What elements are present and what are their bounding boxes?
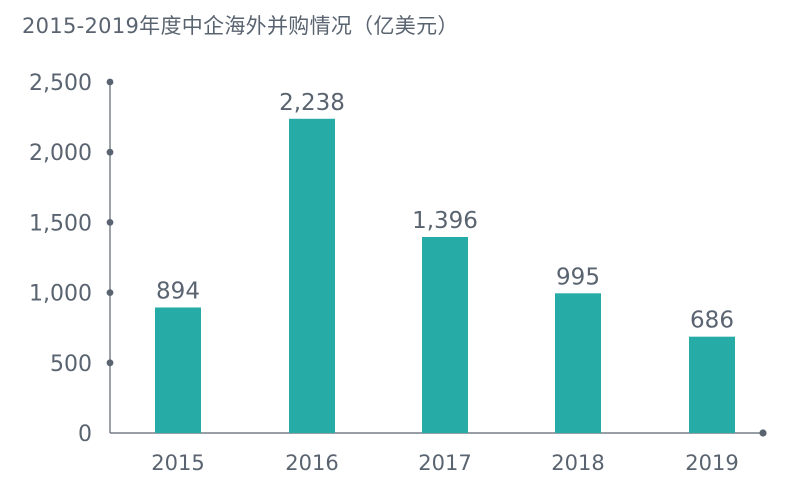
labels: 0 500 1,000 1,500 2,000 2,500 894 2015 2,238 2016… — [29, 71, 739, 475]
x-tick-label-2015: 2015 — [151, 451, 204, 475]
bar-2015 — [155, 307, 201, 433]
y-tick-label: 0 — [78, 422, 92, 447]
chart-title: 2015-2019年度中企海外并购情况（亿美元） — [22, 14, 459, 38]
x-tick-label-2016: 2016 — [285, 451, 338, 475]
y-tick-dot — [106, 148, 114, 156]
y-tick-dot — [106, 359, 114, 367]
y-tick-dot — [106, 289, 114, 296]
bar-2016 — [289, 118, 335, 434]
x-tick-label-2018: 2018 — [551, 451, 604, 475]
bar-2019 — [689, 336, 735, 433]
x-tick-label-2019: 2019 — [685, 451, 738, 475]
y-tick-label: 2,500 — [29, 71, 92, 96]
data-label-2019: 686 — [690, 308, 734, 334]
bar-2018 — [555, 293, 601, 433]
data-label-2016: 2,238 — [279, 90, 345, 116]
y-tick-dot — [106, 78, 114, 86]
y-tick-label: 500 — [50, 352, 92, 377]
x-tick-label-2017: 2017 — [418, 451, 471, 475]
y-tick-label: 1,500 — [29, 211, 92, 236]
y-tick-label: 2,000 — [29, 141, 92, 166]
data-label-2017: 1,396 — [412, 208, 478, 234]
bar-2017 — [422, 237, 468, 433]
y-tick-dot — [106, 219, 114, 226]
x-axis-end-dot — [759, 429, 767, 437]
data-label-2018: 995 — [556, 264, 600, 290]
y-tick-label: 1,000 — [29, 282, 92, 307]
data-label-2015: 894 — [156, 278, 200, 304]
bars — [155, 118, 735, 434]
